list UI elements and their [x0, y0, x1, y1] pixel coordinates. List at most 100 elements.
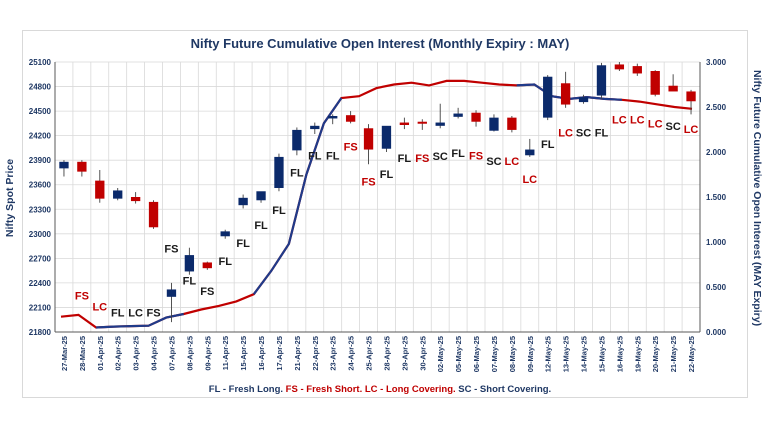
x-tick-label: 16-May-25	[615, 336, 624, 372]
x-tick-label: 08-May-25	[508, 336, 517, 372]
signal-label: FL	[595, 127, 609, 139]
candle-body	[435, 122, 445, 126]
x-tick-label: 03-Apr-25	[132, 336, 141, 371]
y-left-tick-label: 24800	[29, 83, 52, 92]
signal-label: FL	[218, 256, 232, 268]
candle-body	[363, 128, 374, 150]
candle-body	[256, 191, 266, 201]
x-tick-label: 24-Apr-25	[347, 336, 356, 371]
y-left-tick-label: 23600	[29, 181, 52, 190]
candle-body	[560, 83, 571, 105]
candle-body	[238, 197, 248, 206]
signal-label: LC	[648, 118, 663, 130]
legend-item: FS - Fresh Short.	[283, 384, 362, 395]
signal-label: FL	[451, 148, 465, 160]
legend-item: LC - Long Covering.	[362, 384, 455, 395]
x-tick-label: 28-Apr-25	[382, 336, 391, 371]
candle-body	[59, 161, 69, 169]
chart-title: Nifty Future Cumulative Open Interest (M…	[191, 36, 570, 51]
candle-body	[417, 121, 427, 124]
candle-body	[148, 201, 159, 228]
x-tick-label: 02-Apr-25	[114, 336, 123, 371]
x-tick-label: 16-Apr-25	[257, 336, 266, 371]
y-left-tick-label: 21800	[29, 328, 52, 337]
x-tick-label: 20-May-25	[651, 336, 660, 372]
candle-body	[381, 125, 392, 149]
signal-label: FL	[308, 150, 322, 162]
candle-body	[95, 180, 105, 199]
signal-label: LC	[522, 174, 537, 186]
candle-body	[596, 65, 607, 96]
x-tick-label: 23-Apr-25	[329, 336, 338, 371]
x-tick-label: 09-Apr-25	[203, 336, 212, 371]
candle-body	[77, 161, 87, 172]
signal-label: SC	[576, 127, 591, 139]
signal-label: FL	[183, 276, 197, 288]
y-right-ticks: 3.000 2.500 2.000 1.500 1.000 0.500 0.000	[706, 58, 727, 337]
y-right-tick-label: 0.000	[706, 328, 727, 337]
signal-label: FL	[254, 220, 268, 232]
signal-label: FS	[362, 177, 376, 189]
legend: FL - Fresh Long. FS - Fresh Short. LC - …	[209, 384, 551, 395]
y-left-tick-label: 23900	[29, 156, 52, 165]
x-tick-label: 12-May-25	[544, 336, 553, 372]
y-left-tick-label: 25100	[29, 58, 52, 67]
candle-body	[220, 231, 230, 237]
x-tick-label: 05-May-25	[454, 336, 463, 372]
x-tick-label: 14-May-25	[580, 336, 589, 372]
x-tick-label: 04-Apr-25	[150, 336, 159, 371]
candles	[59, 62, 696, 323]
y-left-axis-title: Nifty Spot Price	[4, 159, 16, 237]
y-left-tick-label: 24500	[29, 107, 52, 116]
oi-line-blue	[252, 97, 343, 295]
y-left-tick-label: 24200	[29, 132, 52, 141]
x-tick-label: 15-Apr-25	[239, 336, 248, 371]
candle-body	[399, 122, 410, 125]
signal-label: FS	[469, 150, 483, 162]
x-tick-label: 21-May-25	[669, 336, 678, 372]
y-left-tick-label: 23300	[29, 205, 52, 214]
x-tick-label: 01-Apr-25	[96, 336, 105, 371]
candle-body	[543, 76, 553, 118]
x-tick-label: 28-Mar-25	[78, 336, 87, 371]
signal-label: FS	[164, 244, 178, 256]
signal-label: SC	[433, 151, 448, 163]
signal-label: SC	[486, 156, 501, 168]
gridlines	[54, 61, 701, 333]
y-left-tick-label: 22700	[29, 254, 52, 263]
candle-body	[614, 64, 625, 70]
x-tick-label: 09-May-25	[526, 336, 535, 372]
x-tick-label: 11-Apr-25	[221, 336, 230, 370]
candle-body	[489, 117, 499, 131]
x-tick-label: 29-Apr-25	[400, 336, 409, 371]
candle-body	[578, 97, 589, 103]
candle-body	[507, 117, 517, 130]
signal-label: FL	[236, 238, 250, 250]
x-tick-label: 02-May-25	[436, 336, 445, 372]
signal-label: FS	[344, 141, 358, 153]
y-right-axis-title: Nifty Future Cumulative Open Interest (M…	[751, 70, 763, 326]
x-tick-label: 19-May-25	[633, 336, 642, 372]
y-right-tick-label: 3.000	[706, 58, 727, 67]
candle-body	[166, 289, 177, 297]
x-ticks: 27-Mar-25 28-Mar-25 01-Apr-25 02-Apr-25 03-A…	[60, 336, 696, 372]
y-left-tick-label: 23000	[29, 230, 52, 239]
candle-body	[274, 156, 284, 188]
legend-item: FL - Fresh Long.	[209, 384, 283, 395]
candle-body	[471, 112, 481, 122]
signal-label: LC	[612, 114, 627, 126]
signal-label: LC	[505, 156, 520, 168]
candle-body	[668, 85, 678, 92]
signal-label: SC	[665, 121, 680, 133]
x-tick-label: 17-Apr-25	[275, 336, 284, 371]
y-right-tick-label: 2.000	[706, 148, 727, 157]
x-tick-label: 08-Apr-25	[185, 336, 194, 371]
y-right-tick-label: 2.500	[706, 103, 727, 112]
candle-body	[453, 113, 463, 117]
signal-label: FS	[75, 290, 89, 302]
signal-label: FL	[326, 150, 340, 162]
x-tick-label: 27-Mar-25	[60, 336, 69, 371]
candle-body	[202, 262, 212, 269]
y-left-ticks: 25100 24800 24500 24200 23900 23600 23300 23000…	[29, 58, 52, 337]
